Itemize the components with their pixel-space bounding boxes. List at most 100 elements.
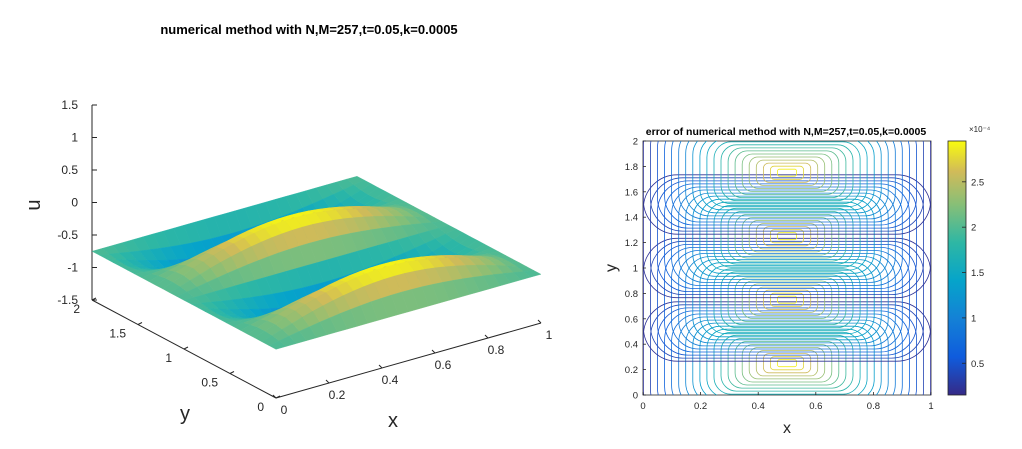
contour-level <box>657 141 917 229</box>
contour-level <box>755 223 819 250</box>
contour-level <box>685 256 889 344</box>
contour-level <box>755 350 819 377</box>
contour-y-tick-label: 1.8 <box>625 162 638 173</box>
contour-level <box>741 280 833 319</box>
y-tick-mark <box>275 395 281 399</box>
contour-level <box>685 319 889 395</box>
contour-level <box>685 141 889 217</box>
contour-level <box>643 141 931 235</box>
contour-level <box>777 359 798 368</box>
contour-level <box>657 307 917 395</box>
contour-level <box>692 322 882 395</box>
contour-level <box>678 316 896 395</box>
contour-y-tick-label: 1 <box>633 264 638 275</box>
contour-level <box>770 356 805 371</box>
z-ticks: -1.5 -1 -0.5 0 0.5 1 1.5 <box>57 98 97 307</box>
contour-y-tick-label: 1.6 <box>625 187 638 198</box>
y-tick-label: 0.5 <box>201 376 218 390</box>
x-ticks: 0 0.2 0.4 0.6 0.8 1 <box>272 319 553 417</box>
x-tick-label: 1 <box>546 328 553 342</box>
contour-level <box>664 141 910 226</box>
y-tick-mark <box>137 322 143 325</box>
contour-level <box>643 301 931 395</box>
x-tick-label: 0.6 <box>435 358 452 372</box>
contour-level <box>671 141 903 223</box>
z-tick-label: 0.5 <box>61 163 78 177</box>
contour-level <box>664 183 910 289</box>
colorbar-exponent: ×10⁻⁴ <box>969 125 991 134</box>
contour-plot: error of numerical method with N,M=257,t… <box>603 125 991 437</box>
contour-y-tick-label: 2 <box>633 137 638 148</box>
contour-level <box>699 325 875 395</box>
contour-level <box>657 243 917 356</box>
contour-level <box>664 310 910 395</box>
colorbar-ticks: 0.5 1 1.5 2 2.5 <box>962 177 984 370</box>
contour-x-tick-label: 0.6 <box>809 401 822 412</box>
y-tick-label: 1 <box>165 351 172 365</box>
contour-y-label: y <box>603 264 620 272</box>
x-tick-mark <box>272 394 277 399</box>
contour-lines <box>643 141 931 395</box>
y-tick-label: 2 <box>73 302 80 316</box>
contour-level <box>650 141 924 232</box>
contour-level <box>650 240 925 359</box>
x-tick-mark <box>431 349 436 354</box>
colorbar-tick-label: 2.5 <box>971 177 984 188</box>
x-tick-label: 0.2 <box>329 388 346 402</box>
contour-level <box>763 289 812 310</box>
contour-level <box>699 262 875 338</box>
x-tick-mark <box>537 319 542 324</box>
contour-level <box>770 165 805 180</box>
contour-level <box>720 207 854 265</box>
contour-level <box>706 265 868 335</box>
contour-level <box>713 331 861 395</box>
contour-y-tick-label: 0.8 <box>625 289 638 300</box>
contour-level <box>777 168 798 177</box>
y-axis-label-3d: y <box>180 403 190 425</box>
contour-level <box>763 226 812 247</box>
colorbar: ×10⁻⁴ 0.5 1 1.5 2 2.5 <box>947 125 991 396</box>
contour-level <box>734 150 840 195</box>
contour-level <box>770 292 805 307</box>
z-tick-label: 0 <box>71 196 78 210</box>
contour-level <box>699 198 875 274</box>
contour-level <box>741 217 833 256</box>
contour-level <box>734 340 840 386</box>
contour-level <box>650 304 924 395</box>
x-tick-mark <box>484 334 489 339</box>
contour-level <box>770 229 805 244</box>
contour-level <box>657 180 917 292</box>
colorbar-tick-label: 2 <box>971 223 976 234</box>
y-tick-label: 1.5 <box>109 327 126 341</box>
contour-level <box>720 271 854 328</box>
surface-plot: numerical method with N,M=257,t=0.05,k=0… <box>23 22 553 432</box>
z-axis-label: u <box>23 199 45 210</box>
contour-y-tick-label: 1.2 <box>625 238 638 249</box>
contour-level <box>713 204 861 268</box>
contour-level <box>706 201 868 271</box>
contour-title: error of numerical method with N,M=257,t… <box>646 126 927 138</box>
contour-level <box>671 250 903 350</box>
contour-level <box>727 337 847 389</box>
x-tick-mark <box>378 364 383 369</box>
contour-level <box>748 283 826 316</box>
surface-patch <box>523 270 542 278</box>
colorbar-tick-label: 1.5 <box>971 268 984 279</box>
surface-mesh <box>91 176 542 350</box>
contour-y-tick-label: 0.2 <box>625 365 638 376</box>
y-tick-mark <box>91 297 97 301</box>
contour-level <box>741 344 833 383</box>
x-tick-mark <box>325 379 330 384</box>
contour-level <box>713 268 861 332</box>
contour-level <box>748 156 826 189</box>
contour-level <box>650 177 925 296</box>
contour-level <box>777 295 798 304</box>
x-tick-label: 0.4 <box>382 373 399 387</box>
contour-level <box>777 232 798 241</box>
contour-x-tick-label: 1 <box>928 401 933 412</box>
contour-y-tick-label: 1.4 <box>625 213 638 224</box>
contour-level <box>720 334 854 392</box>
contour-x-tick-label: 0 <box>640 401 645 412</box>
contour-level <box>713 141 861 205</box>
